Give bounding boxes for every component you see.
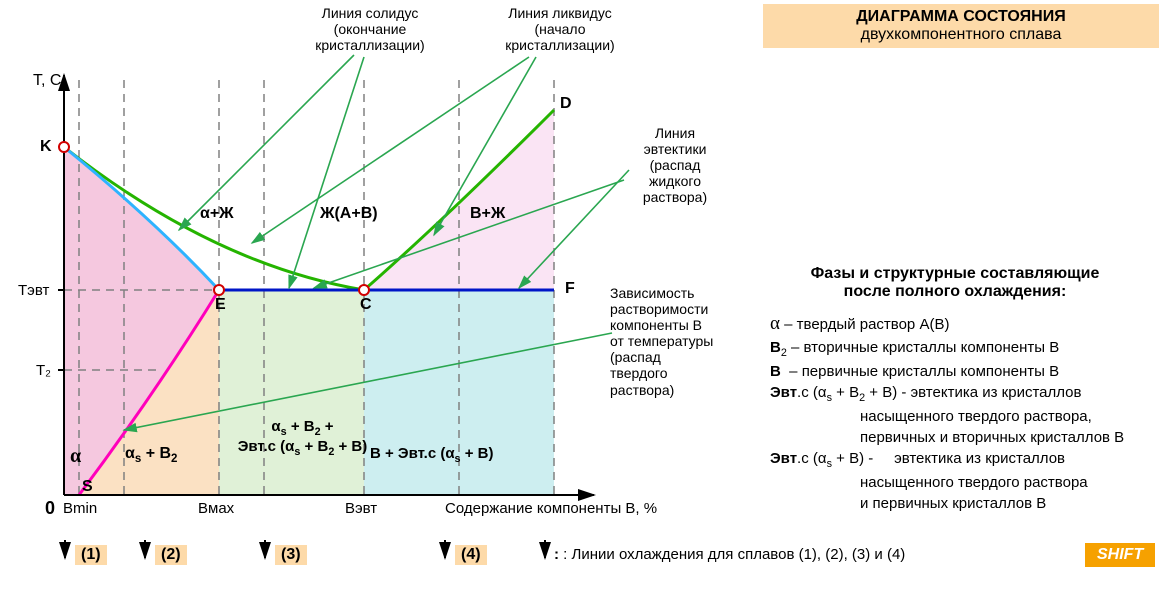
region-label-r3: В+Ж — [470, 205, 505, 223]
point-E: E — [215, 296, 226, 314]
legend-body: α – твердый раствор A(B) B2 – вторичные … — [770, 313, 1160, 516]
point-C: C — [360, 296, 372, 314]
legend-b: B – первичные кристаллы компоненты B — [770, 363, 1160, 380]
y-t2-label: T₂ — [36, 362, 51, 379]
bevt-label: Bэвт — [345, 500, 377, 517]
button-cooling-2[interactable]: (2) — [155, 545, 187, 565]
region-label-r1: α+Ж — [200, 205, 234, 223]
region-label-alpha: α — [70, 445, 81, 468]
y-axis-label: T, C — [33, 72, 61, 90]
point-S: S — [82, 478, 93, 496]
legend-evt2-l3: и первичных кристаллов B — [770, 495, 1160, 512]
legend-evt2-l1: Эвт.с (αs + B) - эвтектика из кристаллов — [770, 450, 1160, 470]
button-cooling-3[interactable]: (3) — [275, 545, 307, 565]
legend-alpha: α – твердый раствор A(B) — [770, 313, 1160, 335]
header-title: ДИАГРАММА СОСТОЯНИЯ — [771, 8, 1151, 26]
bmax-label: Bмах — [198, 500, 234, 517]
legend-evt1-l2: насыщенного твердого раствора, — [770, 408, 1160, 425]
point-K: K — [40, 138, 52, 156]
legend-evt2-l2: насыщенного твердого раствора — [770, 474, 1160, 491]
cooling-lines-label: : : Линии охлаждения для сплавов (1), (2… — [554, 546, 905, 563]
legend-title: Фазы и структурные составляющие после по… — [770, 265, 1140, 301]
y-tevt-label: Tэвт — [18, 282, 49, 299]
button-cooling-1[interactable]: (1) — [75, 545, 107, 565]
header-box: ДИАГРАММА СОСТОЯНИЯ двухкомпонентного сп… — [763, 4, 1159, 48]
region-label-alphab2: αs + B2 — [125, 445, 177, 465]
button-cooling-4[interactable]: (4) — [455, 545, 487, 565]
region-label-r2: Ж(А+В) — [320, 205, 378, 223]
region-mix — [219, 290, 364, 495]
header-subtitle: двухкомпонентного сплава — [771, 26, 1151, 44]
region-label-mix: αs + B2 + Эвт.с (αs + B2 + B) — [230, 418, 375, 458]
origin-label: 0 — [45, 498, 55, 519]
x-axis-label: Содержание компоненты B, % — [445, 500, 657, 517]
legend-evt1-l1: Эвт.с (αs + B2 + B) - эвтектика из крист… — [770, 384, 1160, 404]
point-D: D — [560, 95, 572, 113]
region-label-right: B + Эвт.с (αs + B) — [370, 445, 494, 465]
point-F: F — [565, 280, 575, 298]
bmin-label: Bmin — [63, 500, 97, 517]
legend-evt1-l3: первичных и вторичных кристаллов B — [770, 429, 1160, 446]
legend-b2: B2 – вторичные кристаллы компоненты B — [770, 339, 1160, 359]
shift-button[interactable]: SHIFT — [1085, 543, 1155, 567]
